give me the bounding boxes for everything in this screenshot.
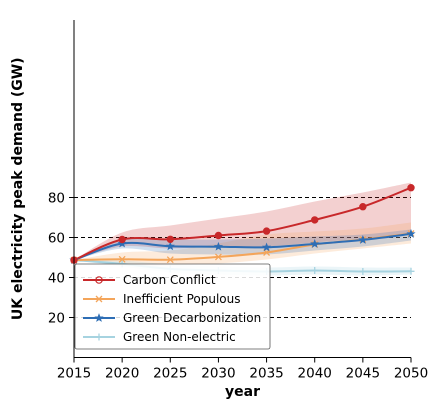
legend-marker-2 bbox=[94, 313, 104, 322]
point-2-5 bbox=[310, 239, 320, 248]
point-3-7 bbox=[407, 267, 415, 275]
point-3-6-shape bbox=[359, 268, 367, 275]
y-tick-label-80: 80 bbox=[48, 191, 65, 207]
legend-marker-1-shape bbox=[95, 295, 103, 303]
x-tick-label-2050: 2050 bbox=[394, 366, 428, 382]
x-tick-label-2030: 2030 bbox=[201, 366, 235, 382]
legend-marker-3-shape bbox=[95, 333, 103, 341]
point-0-1 bbox=[118, 235, 126, 244]
point-2-3-shape bbox=[213, 241, 224, 251]
legend-marker-2-shape bbox=[94, 313, 104, 322]
legend-entry-0: Carbon Conflict bbox=[83, 273, 216, 287]
point-0-6 bbox=[359, 203, 367, 211]
point-2-5-shape bbox=[310, 239, 320, 248]
legend-label-0: Carbon Conflict bbox=[123, 273, 216, 287]
point-2-6 bbox=[358, 235, 368, 244]
legend-label-1: Inefficient Populous bbox=[123, 292, 240, 306]
series-line-0 bbox=[73, 186, 412, 262]
y-tick-label-60: 60 bbox=[48, 231, 65, 247]
point-0-2-shape bbox=[166, 235, 174, 244]
point-0-7 bbox=[407, 184, 415, 192]
point-3-5-shape bbox=[311, 267, 319, 274]
point-1-1 bbox=[118, 255, 126, 263]
legend-box bbox=[74, 263, 271, 350]
point-1-3-shape bbox=[214, 253, 222, 261]
legend-marker-1 bbox=[95, 295, 103, 303]
y-tick-label-40: 40 bbox=[48, 271, 65, 287]
point-2-2 bbox=[165, 241, 175, 251]
point-0-4 bbox=[262, 227, 271, 235]
legend-entry-3: Green Non-electric bbox=[83, 330, 236, 344]
legend-entry-2: Green Decarbonization bbox=[83, 311, 261, 325]
point-2-7-shape bbox=[406, 229, 416, 238]
x-tick-label-2015: 2015 bbox=[57, 366, 91, 382]
x-tick-label-2020: 2020 bbox=[105, 366, 139, 382]
series-line-2 bbox=[73, 232, 412, 262]
point-1-1-shape bbox=[118, 255, 126, 263]
y-axis-title: UK electricity peak demand (GW) bbox=[10, 57, 26, 320]
x-tick-label-2025: 2025 bbox=[153, 366, 187, 382]
point-3-7-shape bbox=[407, 267, 415, 275]
point-1-2 bbox=[166, 256, 174, 264]
point-0-3 bbox=[214, 231, 223, 240]
point-0-7-shape bbox=[407, 184, 415, 192]
point-0-1-shape bbox=[118, 235, 126, 244]
point-0-5-shape bbox=[311, 216, 319, 224]
point-1-3 bbox=[214, 253, 222, 261]
point-2-3 bbox=[213, 241, 224, 251]
point-1-2-shape bbox=[166, 256, 174, 264]
x-tick-label-2045: 2045 bbox=[346, 366, 380, 382]
band-2 bbox=[74, 229, 411, 261]
legend-entry-1: Inefficient Populous bbox=[83, 292, 240, 306]
point-0-6-shape bbox=[359, 203, 367, 211]
legend-label-3: Green Non-electric bbox=[123, 330, 236, 344]
legend: Carbon Conflict Inefficient Populous Green… bbox=[74, 263, 271, 350]
point-2-7 bbox=[406, 229, 416, 238]
point-3-5 bbox=[311, 267, 319, 274]
point-2-4-shape bbox=[261, 242, 272, 252]
point-0-3-shape bbox=[214, 231, 223, 240]
point-2-6-shape bbox=[358, 235, 368, 244]
legend-marker-3 bbox=[95, 333, 103, 341]
confidence-bands bbox=[74, 182, 411, 276]
legend-marker-0 bbox=[95, 276, 103, 284]
band-1 bbox=[74, 222, 411, 266]
point-2-2-shape bbox=[165, 241, 175, 251]
x-axis-title: year bbox=[225, 384, 260, 400]
point-0-5 bbox=[311, 216, 319, 224]
point-2-4 bbox=[261, 242, 272, 252]
y-tick-label-20: 20 bbox=[48, 311, 65, 327]
point-3-6 bbox=[359, 268, 367, 275]
band-0 bbox=[74, 182, 411, 261]
x-tick-label-2040: 2040 bbox=[298, 366, 332, 382]
point-0-2 bbox=[166, 235, 174, 244]
point-0-4-shape bbox=[262, 227, 271, 235]
x-tick-label-2035: 2035 bbox=[249, 366, 283, 382]
legend-label-2: Green Decarbonization bbox=[123, 311, 261, 325]
